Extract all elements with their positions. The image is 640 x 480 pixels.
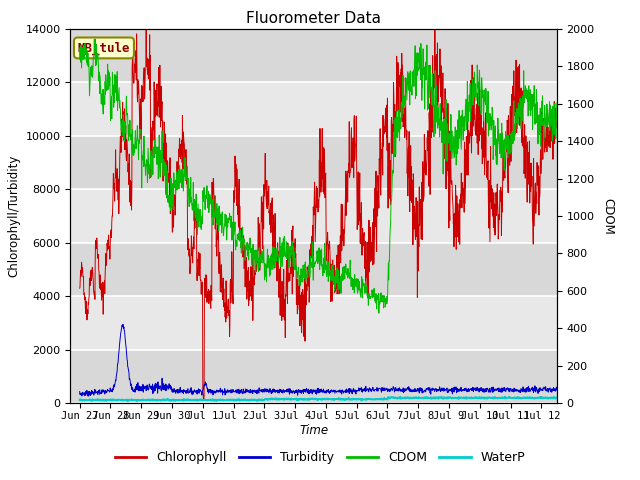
Y-axis label: CDOM: CDOM — [601, 198, 614, 234]
Bar — [70, 82, 557, 136]
Bar — [70, 136, 557, 189]
Text: MB_tule: MB_tule — [77, 41, 130, 55]
Bar — [70, 296, 557, 350]
Y-axis label: Chlorophyll/Turbidity: Chlorophyll/Turbidity — [7, 155, 20, 277]
Bar — [70, 243, 557, 296]
Bar — [70, 29, 557, 82]
Bar — [70, 350, 557, 403]
Legend: Chlorophyll, Turbidity, CDOM, WaterP: Chlorophyll, Turbidity, CDOM, WaterP — [109, 446, 531, 469]
Title: Fluorometer Data: Fluorometer Data — [246, 11, 381, 26]
X-axis label: Time: Time — [299, 424, 328, 437]
Bar — [70, 189, 557, 243]
